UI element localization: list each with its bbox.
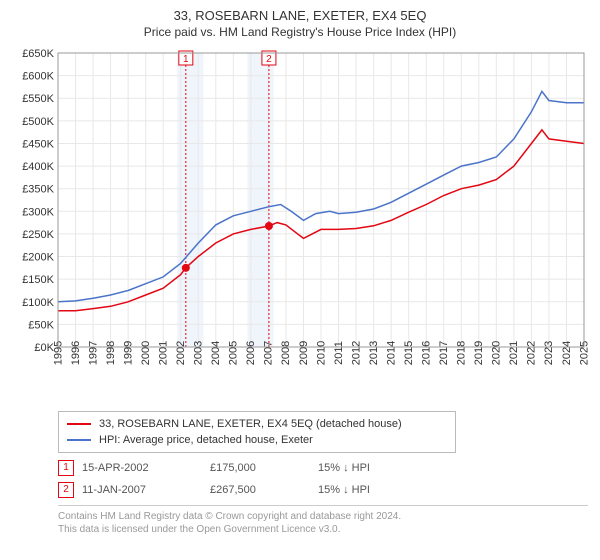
svg-text:2022: 2022 [526, 341, 538, 365]
legend-item: 33, ROSEBARN LANE, EXETER, EX4 5EQ (deta… [67, 416, 447, 432]
chart-svg: £0K£50K£100K£150K£200K£250K£300K£350K£40… [12, 45, 588, 405]
svg-text:2006: 2006 [245, 341, 257, 365]
svg-text:1998: 1998 [105, 341, 117, 365]
svg-text:2: 2 [266, 54, 272, 65]
transaction-delta: 15% ↓ HPI [318, 457, 378, 479]
table-row: 2 11-JAN-2007 £267,500 15% ↓ HPI [58, 479, 378, 501]
legend-swatch [67, 423, 91, 425]
svg-text:2010: 2010 [315, 341, 327, 365]
svg-text:2009: 2009 [298, 341, 310, 365]
svg-text:£150K: £150K [22, 274, 54, 286]
svg-text:£550K: £550K [22, 93, 54, 105]
footer-line: Contains HM Land Registry data © Crown c… [58, 510, 588, 523]
svg-text:2000: 2000 [140, 341, 152, 365]
svg-text:£250K: £250K [22, 229, 54, 241]
svg-text:2005: 2005 [228, 341, 240, 365]
svg-text:1996: 1996 [70, 341, 82, 365]
svg-text:2002: 2002 [175, 341, 187, 365]
svg-text:2013: 2013 [368, 341, 380, 365]
transactions-table: 1 15-APR-2002 £175,000 15% ↓ HPI 2 11-JA… [58, 457, 378, 501]
legend-label: 33, ROSEBARN LANE, EXETER, EX4 5EQ (deta… [99, 418, 402, 430]
svg-text:£500K: £500K [22, 116, 54, 128]
table-row: 1 15-APR-2002 £175,000 15% ↓ HPI [58, 457, 378, 479]
svg-text:£200K: £200K [22, 252, 54, 264]
transaction-price: £267,500 [210, 479, 318, 501]
svg-text:2024: 2024 [561, 341, 573, 365]
chart-title: 33, ROSEBARN LANE, EXETER, EX4 5EQ [12, 8, 588, 23]
footer-line: This data is licensed under the Open Gov… [58, 523, 588, 536]
svg-text:£50K: £50K [28, 319, 54, 331]
svg-text:£600K: £600K [22, 71, 54, 83]
page-root: 33, ROSEBARN LANE, EXETER, EX4 5EQ Price… [0, 0, 600, 542]
svg-text:2018: 2018 [456, 341, 468, 365]
svg-text:2001: 2001 [157, 341, 169, 365]
svg-text:1: 1 [183, 54, 189, 65]
svg-text:2016: 2016 [421, 341, 433, 365]
svg-text:£650K: £650K [22, 48, 54, 60]
svg-text:2004: 2004 [210, 341, 222, 365]
transaction-price: £175,000 [210, 457, 318, 479]
transaction-date: 11-JAN-2007 [82, 479, 210, 501]
svg-text:£300K: £300K [22, 206, 54, 218]
transaction-date: 15-APR-2002 [82, 457, 210, 479]
legend-swatch [67, 439, 91, 441]
svg-text:2025: 2025 [578, 341, 588, 365]
svg-text:2023: 2023 [543, 341, 555, 365]
svg-text:2008: 2008 [280, 341, 292, 365]
svg-text:2019: 2019 [473, 341, 485, 365]
svg-text:£450K: £450K [22, 138, 54, 150]
svg-text:£350K: £350K [22, 184, 54, 196]
svg-text:2015: 2015 [403, 341, 415, 365]
svg-text:2017: 2017 [438, 341, 450, 365]
transaction-marker-icon: 1 [58, 460, 74, 476]
svg-text:1997: 1997 [87, 341, 99, 365]
chart-area: £0K£50K£100K£150K£200K£250K£300K£350K£40… [12, 45, 588, 405]
transaction-delta: 15% ↓ HPI [318, 479, 378, 501]
svg-text:2014: 2014 [385, 341, 397, 365]
legend-item: HPI: Average price, detached house, Exet… [67, 432, 447, 448]
svg-text:2003: 2003 [193, 341, 205, 365]
svg-text:2021: 2021 [508, 341, 520, 365]
chart-subtitle: Price paid vs. HM Land Registry's House … [12, 25, 588, 39]
svg-text:2011: 2011 [333, 341, 345, 365]
svg-text:2020: 2020 [491, 341, 503, 365]
legend-label: HPI: Average price, detached house, Exet… [99, 434, 313, 446]
legend: 33, ROSEBARN LANE, EXETER, EX4 5EQ (deta… [58, 411, 456, 453]
svg-text:1999: 1999 [122, 341, 134, 365]
svg-text:2012: 2012 [350, 341, 362, 365]
footer: Contains HM Land Registry data © Crown c… [58, 505, 588, 536]
svg-text:£100K: £100K [22, 297, 54, 309]
svg-text:£400K: £400K [22, 161, 54, 173]
transaction-marker-icon: 2 [58, 482, 74, 498]
svg-text:2007: 2007 [263, 341, 275, 365]
